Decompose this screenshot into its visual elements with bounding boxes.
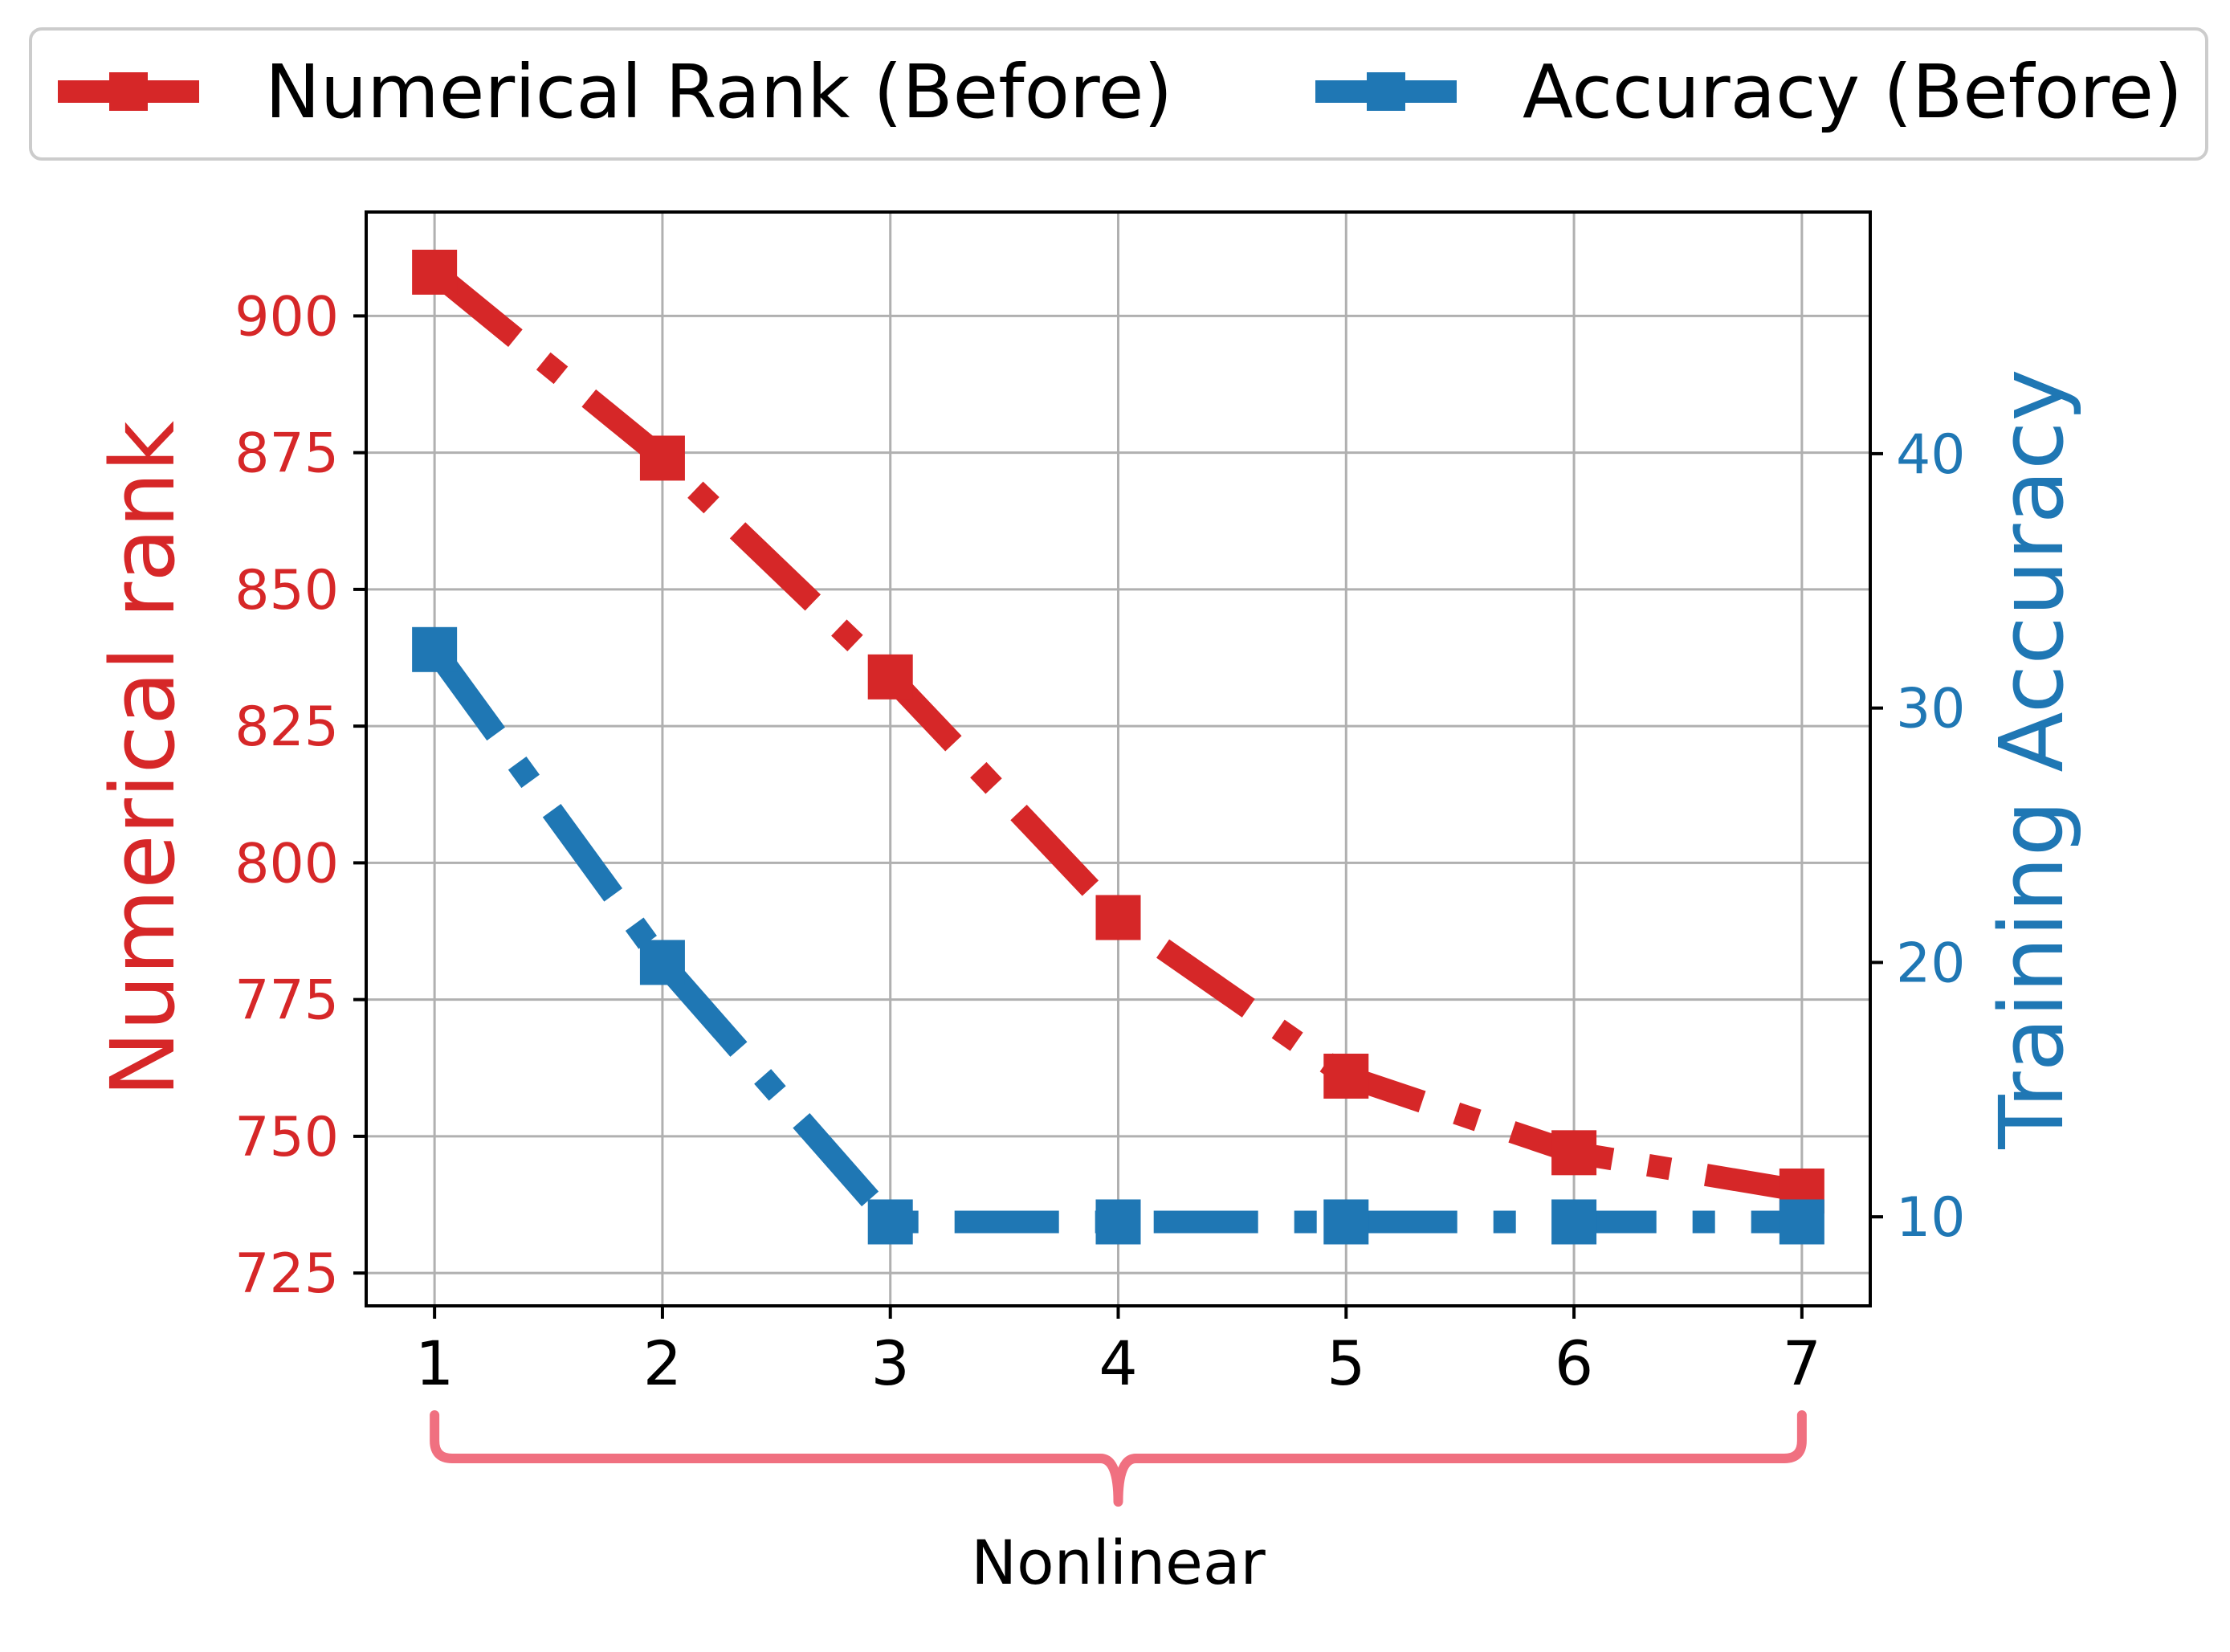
- series-point-rank: [1551, 1130, 1597, 1176]
- series-point-accuracy: [639, 940, 685, 985]
- y-left-tick-label: 800: [234, 832, 339, 895]
- y-right-ticks: 10 20 30 40: [1870, 423, 1966, 1250]
- series-point-rank: [1095, 895, 1141, 940]
- y-right-tick-label: 40: [1896, 423, 1966, 487]
- grid: [366, 212, 1870, 1306]
- brace-label: Nonlinear: [971, 1527, 1266, 1598]
- y-right-tick-label: 20: [1896, 932, 1966, 995]
- x-tick-label: 7: [1783, 1328, 1821, 1399]
- series-layer: [412, 249, 1824, 1245]
- y-right-tick-label: 10: [1896, 1186, 1966, 1250]
- y-left-tick-label: 725: [234, 1242, 339, 1306]
- y-left-tick-label: 750: [234, 1106, 339, 1169]
- y-left-axis-title: Numerical rank: [92, 421, 194, 1097]
- legend-frame: [29, 27, 2208, 161]
- series-point-accuracy: [1779, 1199, 1824, 1245]
- series-point-accuracy: [867, 1199, 913, 1245]
- x-tick-label: 1: [415, 1328, 454, 1399]
- series-point-accuracy: [1551, 1199, 1597, 1245]
- y-left-tick-label: 850: [234, 559, 339, 622]
- y-right-axis-title: Training Accuracy: [1980, 369, 2083, 1149]
- y-left-ticks: 725 750 775 800 825 850 875 900: [234, 285, 366, 1306]
- y-right-tick-label: 30: [1896, 678, 1966, 741]
- y-left-tick-label: 825: [234, 695, 339, 759]
- y-left-tick-label: 875: [234, 422, 339, 486]
- legend-label-accuracy: Accuracy (Before): [1523, 49, 2183, 135]
- legend-entry-rank: Numerical Rank (Before): [58, 49, 1172, 135]
- x-tick-label: 3: [871, 1328, 910, 1399]
- legend: Numerical Rank (Before) Accuracy (Before…: [29, 27, 2208, 161]
- x-tick-label: 5: [1327, 1328, 1365, 1399]
- brace-shape: [430, 1410, 1807, 1507]
- series-point-rank: [639, 435, 685, 481]
- legend-entry-accuracy: Accuracy (Before): [1315, 49, 2183, 135]
- series-point-rank: [412, 249, 458, 295]
- x-tick-label: 4: [1099, 1328, 1137, 1399]
- legend-marker-rank: [109, 72, 148, 111]
- brace-annotation: Nonlinear: [430, 1410, 1807, 1598]
- series-point-accuracy: [412, 626, 458, 672]
- series-point-rank: [867, 654, 913, 700]
- series-point-accuracy: [1323, 1199, 1369, 1245]
- y-left-tick-label: 775: [234, 969, 339, 1033]
- plot-area: 725 750 775 800 825 850 875 900 10 20 30 40 1 2 3 4 5 6…: [234, 210, 1966, 1399]
- y-left-tick-label: 900: [234, 285, 339, 349]
- legend-marker-accuracy: [1367, 72, 1405, 111]
- series-point-rank: [1323, 1053, 1369, 1099]
- x-tick-label: 6: [1555, 1328, 1593, 1399]
- x-ticks: 1 2 3 4 5 6 7: [415, 1306, 1821, 1399]
- legend-label-rank: Numerical Rank (Before): [265, 49, 1172, 135]
- series-point-accuracy: [1095, 1199, 1141, 1245]
- x-tick-label: 2: [643, 1328, 682, 1399]
